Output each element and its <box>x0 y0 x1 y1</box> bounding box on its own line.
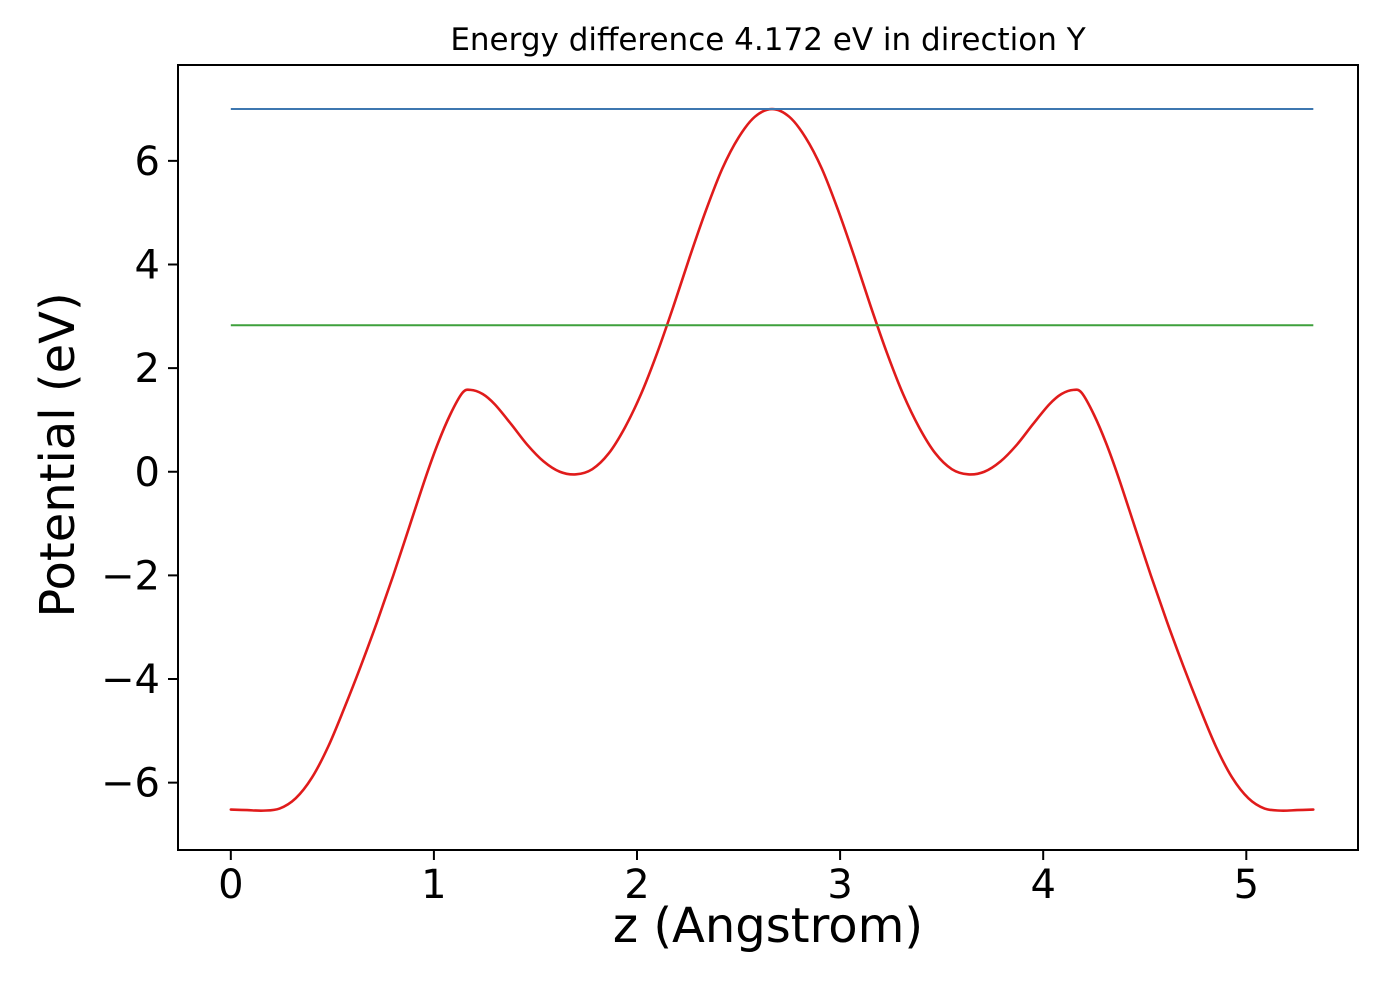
x-tick-label: 5 <box>1234 862 1259 908</box>
axes-spines <box>177 64 1359 851</box>
y-tick-label: −2 <box>101 553 160 599</box>
x-axis-label: z (Angstrom) <box>612 898 924 954</box>
x-tick-label: 0 <box>218 862 243 908</box>
x-tick-label: 1 <box>421 862 446 908</box>
y-tick-label: 0 <box>135 450 160 496</box>
x-tick-label: 4 <box>1030 862 1055 908</box>
y-tick-label: −4 <box>101 657 160 703</box>
y-tick-label: 2 <box>135 346 160 392</box>
y-tick-label: −6 <box>101 761 160 807</box>
potential-curve <box>229 107 1315 812</box>
x-tick-label: 3 <box>827 862 852 908</box>
y-tick-label: 4 <box>135 242 160 288</box>
x-tick-label: 2 <box>624 862 649 908</box>
y-tick-label: 6 <box>135 139 160 185</box>
chart-title: Energy difference 4.172 eV in direction … <box>450 22 1086 58</box>
